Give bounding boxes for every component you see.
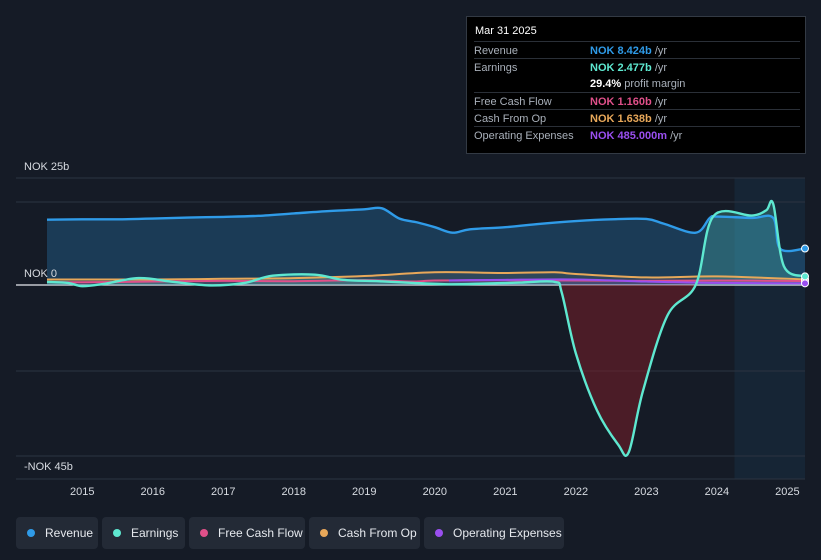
tooltip-label: Free Cash Flow <box>474 96 552 108</box>
legend-dot-icon <box>113 529 121 537</box>
tooltip-value: 29.4% <box>590 78 622 90</box>
legend-item-operating-expenses[interactable]: Operating Expenses <box>424 517 564 549</box>
tooltip-unit: /yr <box>654 45 668 57</box>
x-tick-label: 2015 <box>70 486 94 498</box>
tooltip-unit: /yr <box>654 96 668 108</box>
x-tick-label: 2019 <box>352 486 376 498</box>
x-tick-label: 2022 <box>564 486 588 498</box>
x-tick-label: 2025 <box>775 486 799 498</box>
operating-expenses-end-marker <box>801 279 809 288</box>
tooltip-value: NOK 1.160b <box>590 96 652 108</box>
forecast-band <box>734 178 805 479</box>
legend-dot-icon <box>320 529 328 537</box>
tooltip-value: NOK 8.424b <box>590 45 652 57</box>
tooltip-unit: /yr <box>654 62 668 74</box>
legend-dot-icon <box>435 529 443 537</box>
tooltip-label: Operating Expenses <box>474 130 574 142</box>
series-lines <box>46 199 806 457</box>
legend-label: Cash From Op <box>338 526 417 540</box>
legend-item-free-cash-flow[interactable]: Free Cash Flow <box>189 517 305 549</box>
tooltip-row-cfo: Cash From Op NOK 1.638b /yr <box>474 109 800 127</box>
earnings-line <box>46 199 806 457</box>
legend-dot-icon <box>200 529 208 537</box>
earnings-loss-area <box>47 285 805 456</box>
x-tick-label: 2018 <box>282 486 306 498</box>
tooltip-row-fcf: Free Cash Flow NOK 1.160b /yr <box>474 92 800 110</box>
tooltip-unit: /yr <box>670 130 683 142</box>
y-label-zero: NOK 0 <box>24 268 57 280</box>
x-tick-label: 2016 <box>141 486 165 498</box>
tooltip-row-revenue: Revenue NOK 8.424b /yr <box>474 41 800 59</box>
legend-label: Free Cash Flow <box>218 526 303 540</box>
legend-label: Revenue <box>45 526 94 540</box>
tooltip-label: Earnings <box>474 62 518 74</box>
revenue-line <box>46 206 806 253</box>
legend-item-revenue[interactable]: Revenue <box>16 517 98 549</box>
revenue-end-marker <box>801 244 809 253</box>
x-tick-label: 2017 <box>211 486 235 498</box>
operating-expenses-line <box>448 278 806 285</box>
legend-item-earnings[interactable]: Earnings <box>102 517 185 549</box>
legend-dot-icon <box>27 529 35 537</box>
tooltip-row-margin: 29.4% profit margin <box>474 75 800 92</box>
legend-label: Earnings <box>131 526 179 540</box>
tooltip-date: Mar 31 2025 <box>475 25 537 37</box>
tooltip-value: NOK 1.638b <box>590 113 652 125</box>
tooltip: Mar 31 2025 Revenue NOK 8.424b /yr Earni… <box>466 16 806 154</box>
y-label-bottom: -NOK 45b <box>24 461 73 473</box>
earnings-end-marker <box>801 272 809 281</box>
tooltip-label: Revenue <box>474 45 519 57</box>
tooltip-row-earnings: Earnings NOK 2.477b /yr <box>474 58 800 76</box>
end-markers <box>801 244 809 288</box>
tooltip-unit: profit margin <box>624 78 686 90</box>
x-tick-label: 2021 <box>493 486 517 498</box>
tooltip-value: NOK 2.477b <box>590 62 652 74</box>
x-tick-label: 2020 <box>423 486 447 498</box>
x-tick-label: 2024 <box>705 486 729 498</box>
tooltip-row-opex: Operating Expenses NOK 485.000m /yr <box>474 126 800 144</box>
tooltip-value: NOK 485.000m <box>590 130 668 142</box>
y-label-top: NOK 25b <box>24 161 69 173</box>
x-tick-label: 2023 <box>634 486 658 498</box>
tooltip-unit: /yr <box>654 113 668 125</box>
tooltip-label: Cash From Op <box>474 113 547 125</box>
revenue-area <box>47 207 805 285</box>
legend-item-cash-from-op[interactable]: Cash From Op <box>309 517 420 549</box>
legend-label: Operating Expenses <box>453 526 562 540</box>
series-areas <box>47 200 805 456</box>
x-axis-ticks: 2015 2016 2017 2018 2019 2020 2021 2022 2023 2024… <box>70 486 800 498</box>
